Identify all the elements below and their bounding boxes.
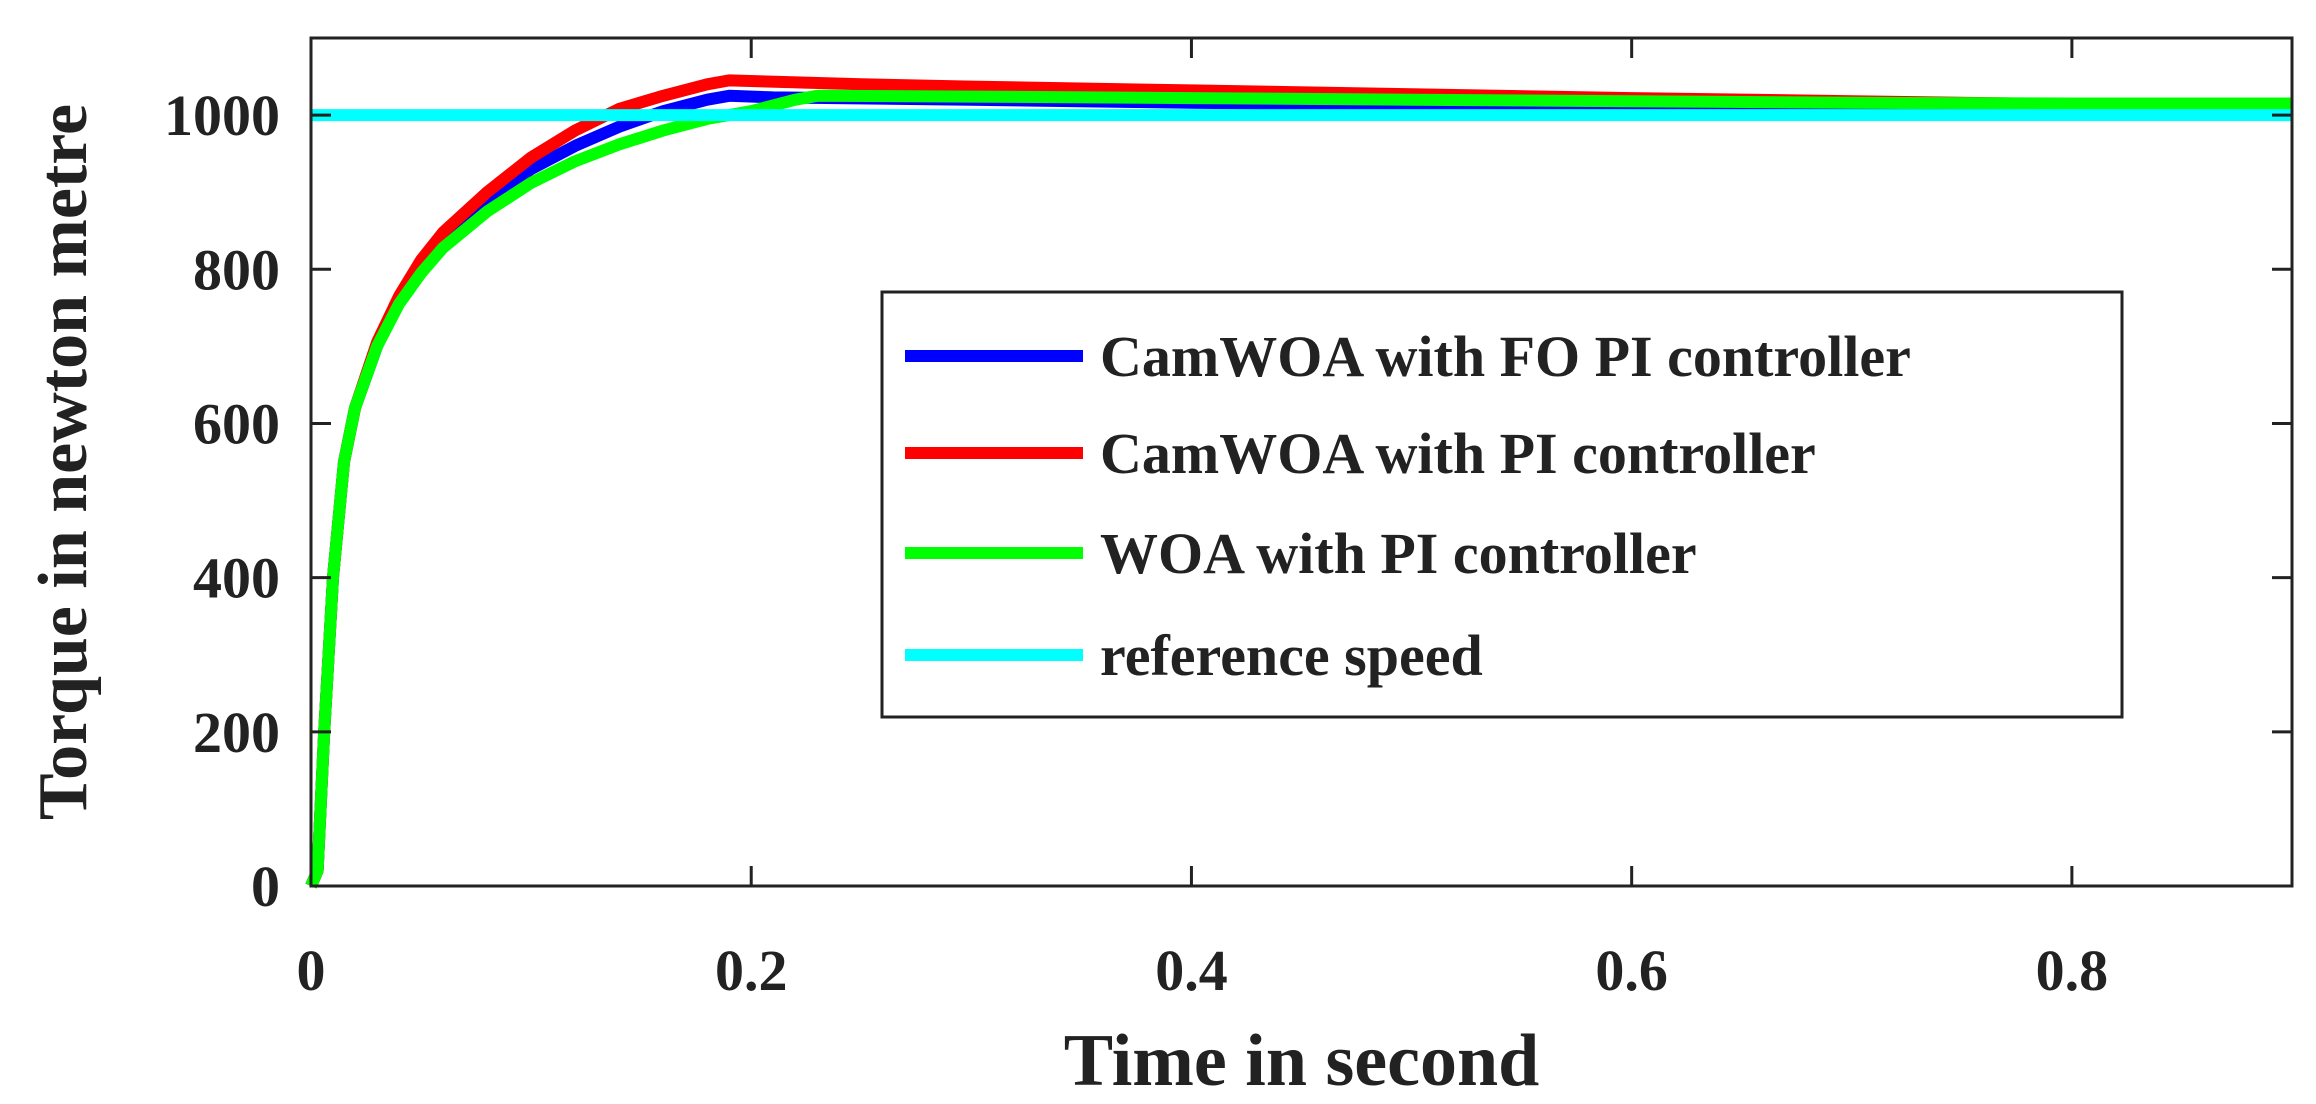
y-axis-ticks: 0 200 400 600 800 1000 — [164, 83, 2292, 919]
x-tick-label: 0 — [297, 938, 326, 1003]
x-tick-label: 0.8 — [2036, 938, 2109, 1003]
x-axis-label: Time in second — [1064, 1020, 1540, 1102]
legend-label-camwoa-with-pi-controller: CamWOA with PI controller — [1100, 421, 1816, 486]
series-line-woa-with-pi-controller — [305, 89, 2292, 889]
y-tick-label: 1000 — [164, 83, 280, 148]
y-tick-label: 400 — [193, 546, 280, 611]
legend-label-camwoa-with-fo-pi-controller: CamWOA with FO PI controller — [1100, 324, 1911, 389]
y-tick-label: 0 — [251, 854, 280, 919]
legend: CamWOA with FO PI controller CamWOA with … — [880, 290, 2124, 719]
legend-box — [880, 290, 2124, 719]
legend-label-reference-speed: reference speed — [1100, 623, 1483, 688]
y-tick-label: 600 — [193, 391, 280, 456]
plot-frame — [309, 36, 2294, 888]
y-axis-label: Torque in newton metre — [25, 104, 102, 820]
x-tick-label: 0.2 — [715, 938, 788, 1003]
y-tick-label: 800 — [193, 237, 280, 302]
x-tick-label: 0.6 — [1595, 938, 1668, 1003]
x-tick-label: 0.4 — [1155, 938, 1228, 1003]
y-tick-label: 200 — [193, 700, 280, 765]
x-axis-ticks: 0 0.2 0.4 0.6 0.8 — [297, 38, 2109, 1003]
plot-lines — [305, 74, 2293, 889]
legend-label-woa-with-pi-controller: WOA with PI controller — [1100, 521, 1697, 586]
